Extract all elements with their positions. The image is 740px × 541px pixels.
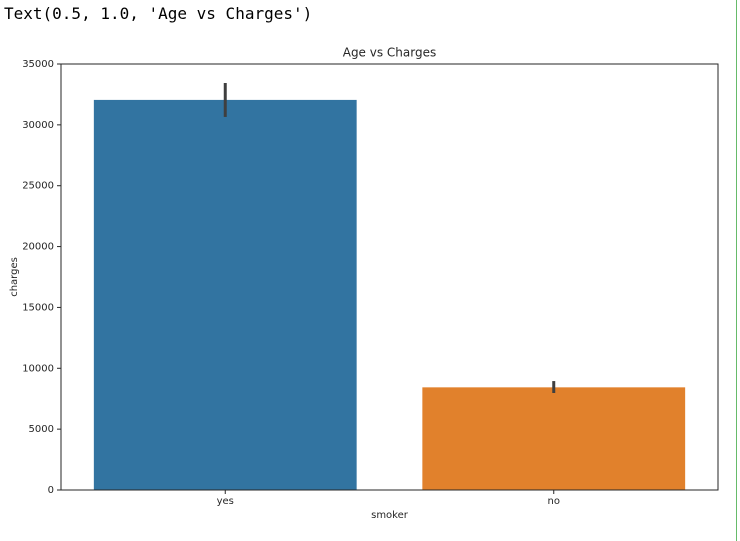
output-text: Text(0.5, 1.0, 'Age vs Charges') <box>4 4 313 23</box>
y-tick-label: 10000 <box>22 363 54 374</box>
y-tick-label: 35000 <box>22 59 54 70</box>
y-tick-label: 15000 <box>22 302 54 313</box>
bar <box>93 99 357 491</box>
y-tick-label: 30000 <box>22 120 54 131</box>
bar <box>422 387 686 490</box>
y-tick-label: 5000 <box>29 424 54 435</box>
y-tick-label: 25000 <box>22 181 54 192</box>
x-tick-label: no <box>548 496 560 507</box>
plot-frame <box>60 63 719 491</box>
cell-border <box>736 0 737 541</box>
y-axis-label: charges <box>9 257 20 297</box>
x-axis-label: smoker <box>371 510 409 521</box>
y-tick-label: 20000 <box>22 242 54 253</box>
y-tick-label: 0 <box>48 485 54 496</box>
chart-title: Age vs Charges <box>343 46 437 60</box>
x-tick-label: yes <box>217 496 234 507</box>
